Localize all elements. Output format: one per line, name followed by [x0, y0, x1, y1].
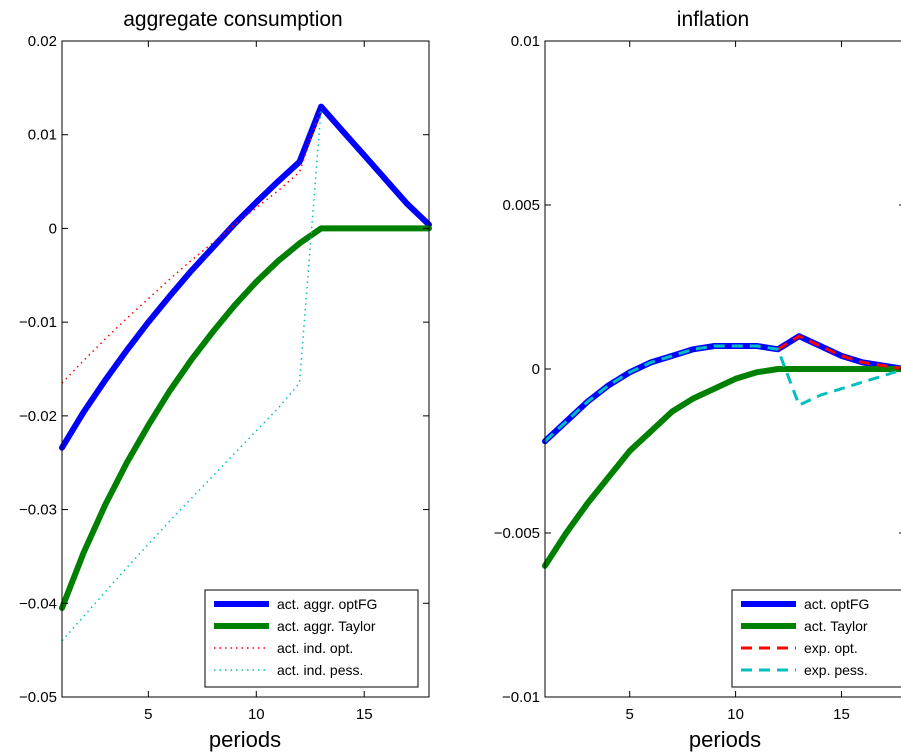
- plot-area: 5 10 15 −0.05 −0.04 −0.03 −0.02 −0.01 0 0.01 0.02: [19, 33, 432, 723]
- x-axis-label: periods: [689, 727, 761, 752]
- series-line-2: [59, 225, 432, 611]
- y-tick-label: −0.03: [19, 502, 57, 519]
- plot-area: 5 10 15 −0.01 −0.005 0 0.005 0.01: [494, 33, 901, 723]
- y-tick-label: −0.04: [19, 595, 57, 612]
- x-tick-label: 5: [626, 706, 634, 723]
- y-tick-label: −0.01: [19, 314, 57, 331]
- legend-label: act. ind. pess.: [277, 662, 363, 678]
- x-tick-label: 15: [833, 706, 850, 723]
- y-tick-label: 0.005: [502, 197, 540, 214]
- legend: act. optFG act. Taylor exp. opt. exp. pess.: [731, 589, 901, 688]
- legend-label: act. optFG: [804, 596, 869, 612]
- y-tick-label: 0: [532, 361, 540, 378]
- x-tick-label: 10: [727, 706, 744, 723]
- series-line-3: [61, 108, 322, 384]
- series-group: [542, 333, 901, 569]
- y-tick-label: −0.005: [494, 525, 540, 542]
- series-line-4: [543, 344, 901, 443]
- x-tick-label: 10: [248, 706, 265, 723]
- legend-label: exp. opt.: [804, 640, 858, 656]
- series-line-3: [777, 334, 901, 370]
- y-tick-label: 0.01: [511, 33, 540, 50]
- y-tick-label: −0.01: [502, 689, 540, 706]
- chart-title: inflation: [677, 8, 749, 31]
- legend-label: act. Taylor: [804, 618, 868, 634]
- axes-box: [61, 40, 430, 698]
- panel-aggregate-consumption: aggregate consumption 5 10 15 −0.05 −0.04 −0.…: [19, 8, 432, 752]
- y-tick-label: 0.02: [28, 33, 57, 50]
- legend-label: exp. pess.: [804, 662, 868, 678]
- y-tick-label: 0.01: [28, 127, 57, 144]
- series-line-1: [59, 103, 432, 451]
- tick-group: 5 10 15 −0.05 −0.04 −0.03 −0.02 −0.01 0 0.01 0.02: [19, 33, 429, 723]
- series-line-2: [542, 366, 901, 569]
- chart-title: aggregate consumption: [123, 8, 343, 31]
- series-group: [59, 103, 432, 642]
- y-tick-label: 0: [49, 220, 57, 237]
- x-axis-label: periods: [209, 727, 281, 752]
- x-tick-label: 15: [356, 706, 373, 723]
- legend-label: act. ind. opt.: [277, 640, 353, 656]
- tick-group: 5 10 15 −0.01 −0.005 0 0.005 0.01: [494, 33, 901, 723]
- y-tick-label: −0.02: [19, 408, 57, 425]
- legend-label: act. aggr. optFG: [277, 596, 377, 612]
- legend-label: act. aggr. Taylor: [277, 618, 376, 634]
- panel-inflation: inflation 5 10 15 −0.01 −0.005 0 0.005 0.01 per…: [494, 8, 901, 752]
- x-tick-label: 5: [144, 706, 152, 723]
- series-line-4: [61, 108, 322, 642]
- y-tick-label: −0.05: [19, 689, 57, 706]
- legend: act. aggr. optFG act. aggr. Taylor act. in…: [204, 589, 419, 688]
